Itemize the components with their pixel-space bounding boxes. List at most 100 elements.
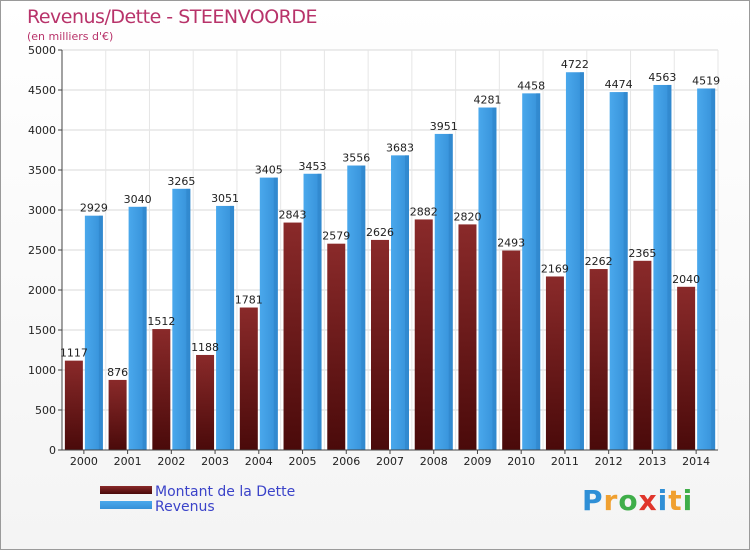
x-tick-label: 2011 — [551, 455, 579, 468]
bar-revenus-shade — [667, 84, 672, 451]
bar-revenus-shade — [361, 165, 366, 450]
chart-title: Revenus/Dette - STEENVOORDE — [27, 6, 318, 28]
bar-dette — [283, 222, 302, 450]
x-tick-label: 2006 — [332, 455, 360, 468]
bar-revenus — [697, 88, 716, 450]
x-tick-label: 2008 — [420, 455, 448, 468]
bar-revenus — [172, 188, 191, 451]
data-label-revenus: 4458 — [517, 79, 545, 92]
bar-revenus-shade — [142, 206, 147, 450]
y-tick-label: 3500 — [28, 164, 56, 177]
legend-label-debt: Montant de la Dette — [155, 484, 296, 500]
data-label-revenus: 3265 — [167, 175, 195, 188]
bar-dette — [545, 276, 564, 450]
y-tick-label: 2000 — [28, 284, 56, 297]
x-tick-label: 2012 — [595, 455, 623, 468]
bar-dette — [371, 239, 389, 450]
bar-revenus — [128, 206, 147, 450]
logo-letter: i — [682, 484, 694, 517]
bar-revenus-shade — [317, 173, 322, 450]
bar-dette — [108, 379, 127, 450]
bar-revenus — [391, 155, 409, 451]
x-tick-label: 2009 — [463, 455, 491, 468]
bar-revenus-shade — [230, 205, 235, 450]
data-label-dette: 2626 — [366, 226, 394, 239]
logo-letter: P — [582, 484, 604, 517]
bar-revenus-shade — [492, 107, 497, 451]
data-label-revenus: 3951 — [430, 120, 458, 133]
bar-revenus — [609, 92, 628, 450]
bar-revenus-shade — [536, 93, 541, 451]
data-label-dette: 1188 — [191, 341, 219, 354]
bar-revenus-shade — [448, 133, 453, 451]
legend-swatch-revenus — [100, 501, 152, 509]
bar-revenus-shade — [186, 188, 191, 451]
bar-revenus — [478, 107, 497, 451]
bar-dette — [327, 243, 346, 450]
bar-revenus-shade — [405, 155, 409, 451]
bar-revenus-shade — [623, 92, 628, 450]
y-tick-label: 4500 — [28, 84, 56, 97]
x-tick-label: 2000 — [70, 455, 98, 468]
bar-revenus — [259, 177, 278, 450]
bar-dette — [152, 329, 171, 450]
bar-dette — [196, 354, 215, 450]
bar-revenus — [84, 215, 103, 450]
bar-revenus-shade — [98, 215, 103, 450]
data-label-dette: 2040 — [672, 273, 700, 286]
legend-swatch-debt — [100, 486, 152, 494]
data-label-revenus: 3453 — [299, 160, 327, 173]
data-label-revenus: 4563 — [648, 71, 676, 84]
data-label-dette: 2365 — [628, 247, 656, 260]
bar-revenus — [565, 72, 584, 451]
bar-dette — [589, 269, 608, 450]
logo-letter: x — [638, 484, 658, 517]
bar-revenus — [653, 84, 672, 451]
bar-revenus-shade — [273, 177, 278, 450]
chart-subtitle: (en milliers d'€) — [27, 30, 114, 43]
data-label-dette: 1781 — [235, 294, 263, 307]
data-label-dette: 876 — [107, 366, 128, 379]
data-label-revenus: 3040 — [124, 193, 152, 206]
x-tick-label: 2004 — [245, 455, 273, 468]
y-tick-label: 500 — [35, 404, 56, 417]
x-tick-label: 2003 — [201, 455, 229, 468]
y-tick-label: 5000 — [28, 44, 56, 57]
x-tick-label: 2014 — [682, 455, 710, 468]
bar-dette — [239, 307, 258, 450]
x-tick-label: 2001 — [114, 455, 142, 468]
data-label-revenus: 4474 — [605, 78, 633, 91]
data-label-dette: 2820 — [453, 210, 481, 223]
y-tick-label: 1000 — [28, 364, 56, 377]
data-label-dette: 2262 — [585, 255, 613, 268]
data-label-dette: 2843 — [279, 209, 307, 222]
data-label-revenus: 3556 — [342, 152, 370, 165]
data-label-dette: 2579 — [322, 230, 350, 243]
bar-dette — [677, 286, 696, 450]
logo-letter: i — [657, 484, 669, 517]
x-tick-label: 2010 — [507, 455, 535, 468]
bar-revenus-shade — [711, 88, 716, 450]
proxiti-logo: Proxiti — [582, 484, 693, 517]
x-tick-label: 2005 — [289, 455, 317, 468]
y-tick-label: 1500 — [28, 324, 56, 337]
data-label-revenus: 4519 — [692, 74, 720, 87]
bar-dette — [458, 224, 477, 450]
bar-revenus — [522, 93, 541, 451]
x-tick-label: 2013 — [638, 455, 666, 468]
data-label-revenus: 2929 — [80, 202, 108, 215]
bar-dette — [633, 260, 652, 450]
bar-revenus — [347, 165, 366, 450]
y-tick-label: 2500 — [28, 244, 56, 257]
data-label-dette: 1512 — [147, 315, 175, 328]
data-label-dette: 2882 — [410, 205, 438, 218]
data-label-revenus: 3683 — [386, 141, 414, 154]
y-tick-label: 3000 — [28, 204, 56, 217]
x-tick-label: 2002 — [157, 455, 185, 468]
logo-letter: o — [618, 484, 639, 517]
bar-dette — [502, 250, 521, 450]
logo-letter: r — [603, 484, 619, 517]
bar-dette — [64, 360, 83, 450]
bar-dette — [414, 219, 433, 450]
data-label-revenus: 4722 — [561, 58, 589, 71]
